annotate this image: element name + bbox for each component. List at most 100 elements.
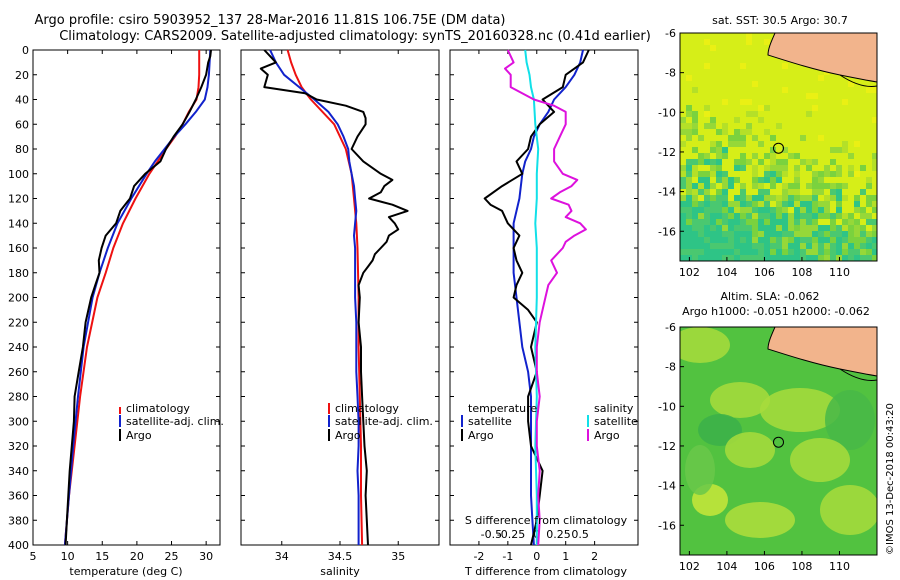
sst-cell <box>782 183 788 189</box>
sst-cell <box>830 189 836 195</box>
sst-cell <box>824 249 830 255</box>
sst-cell <box>824 237 830 243</box>
sst-cell <box>770 147 776 153</box>
sst-cell <box>848 219 854 225</box>
sst-cell <box>692 189 698 195</box>
sst-cell <box>872 165 877 171</box>
sst-cell <box>842 255 848 261</box>
sst-cell <box>698 177 704 183</box>
sst-cell <box>872 201 877 207</box>
salinity-xlabel: salinity <box>320 565 360 578</box>
sst-cell <box>686 249 692 255</box>
sst-cell <box>758 183 764 189</box>
sst-cell <box>716 153 722 159</box>
sst-cell <box>764 189 770 195</box>
sst-cell <box>824 183 830 189</box>
map-y-tick-label: -8 <box>665 361 676 374</box>
sst-cell <box>692 183 698 189</box>
sst-cell <box>872 159 877 165</box>
sst-cell <box>698 189 704 195</box>
sst-cell <box>704 213 710 219</box>
sst-cell <box>776 249 782 255</box>
sst-cell <box>692 249 698 255</box>
sst-cell <box>764 195 770 201</box>
sst-cell <box>680 219 686 225</box>
sst-cell <box>734 117 740 123</box>
sst-cell <box>812 183 818 189</box>
sst-cell <box>680 171 686 177</box>
sst-cell <box>734 243 740 249</box>
sst-cell <box>794 225 800 231</box>
sst-cell <box>692 171 698 177</box>
map-x-tick-label: 108 <box>791 266 812 279</box>
sst-cell <box>800 237 806 243</box>
shelf-contour <box>839 368 877 381</box>
map-y-tick-label: -6 <box>665 321 676 334</box>
sst-cell <box>806 231 812 237</box>
sst-cell <box>722 183 728 189</box>
sst-cell <box>686 111 692 117</box>
sst-cell <box>830 225 836 231</box>
sst-cell <box>836 189 842 195</box>
sst-cell <box>812 195 818 201</box>
sst-cell <box>794 249 800 255</box>
sst-cell <box>770 195 776 201</box>
sst-cell <box>734 231 740 237</box>
difference-profile-panel: -2 -1 0 1 2-0.5-0.25 0 0.25 0.5 T difference fr… <box>449 49 639 578</box>
sst-cell <box>836 201 842 207</box>
sst-cell <box>776 201 782 207</box>
sla-anomaly-patch <box>685 445 715 495</box>
sst-cell <box>848 81 854 87</box>
sst-cell <box>794 189 800 195</box>
sst-cell <box>758 141 764 147</box>
sst-cell <box>794 207 800 213</box>
sst-cell <box>746 231 752 237</box>
sst-cell <box>830 219 836 225</box>
sst-cell <box>746 213 752 219</box>
sst-cell <box>704 111 710 117</box>
sst-cell <box>680 237 686 243</box>
sst-cell <box>824 225 830 231</box>
sst-cell <box>722 237 728 243</box>
sst-cell <box>764 231 770 237</box>
sst-cell <box>806 237 812 243</box>
sst-cell <box>812 105 818 111</box>
sst-cell <box>698 153 704 159</box>
sst-cell <box>746 219 752 225</box>
sst-cell <box>872 237 877 243</box>
sst-cell <box>836 195 842 201</box>
sst-cell <box>716 171 722 177</box>
sst-cell <box>776 231 782 237</box>
sst-cell <box>734 237 740 243</box>
legend-title-salinity: salinity <box>594 402 634 415</box>
sla-anomaly-patch <box>760 388 840 432</box>
sst-cell <box>752 219 758 225</box>
sla-anomaly-patch <box>820 485 877 535</box>
sst-cell <box>698 243 704 249</box>
sst-cell <box>806 93 812 99</box>
sst-cell <box>698 183 704 189</box>
sst-cell <box>728 225 734 231</box>
salinity-legend: climatology satellite-adj. clim. Argo <box>328 402 433 442</box>
sst-cell <box>752 165 758 171</box>
sst-cell <box>734 249 740 255</box>
sst-cell <box>824 171 830 177</box>
sst-cell <box>692 201 698 207</box>
series-line-argo <box>259 49 409 546</box>
sst-cell <box>686 159 692 165</box>
sst-cell <box>776 207 782 213</box>
sst-cell <box>860 165 866 171</box>
sla-map-title: Altim. SLA: -0.062 <box>720 290 819 303</box>
sst-cell <box>872 255 877 261</box>
x-tick-label: 15 <box>95 550 109 563</box>
difference-legend: temperature satellite Argo salinity sate… <box>461 402 638 442</box>
sla-anomaly-patch <box>725 502 795 538</box>
sst-cell <box>800 225 806 231</box>
sst-cell <box>788 249 794 255</box>
sst-cell <box>722 153 728 159</box>
sst-cell <box>716 213 722 219</box>
sst-cell <box>770 171 776 177</box>
sst-cell <box>698 201 704 207</box>
sst-cell <box>746 225 752 231</box>
map-y-tick-label: -10 <box>658 106 676 119</box>
